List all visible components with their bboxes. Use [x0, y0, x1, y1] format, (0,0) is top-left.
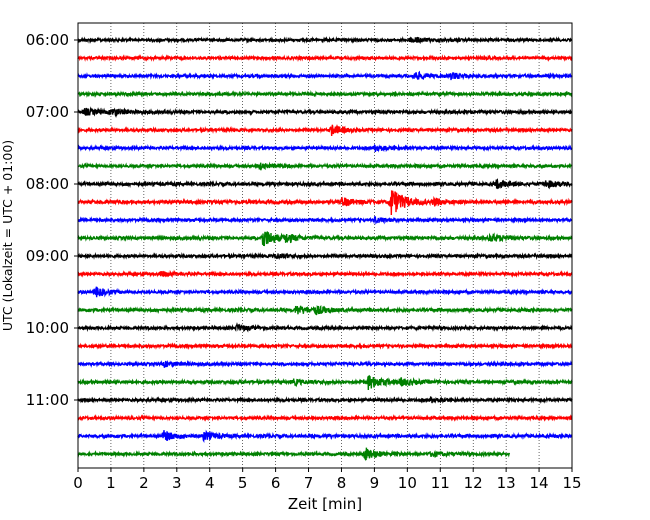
trace-0815	[77, 190, 573, 215]
x-tick-label: 7	[304, 474, 314, 492]
trace-0600	[77, 36, 573, 45]
x-tick-label: 2	[139, 474, 149, 492]
y-tick-label: 08:00	[26, 175, 69, 193]
trace-1015	[77, 342, 573, 351]
trace-1030	[77, 359, 573, 369]
x-tick-label: 8	[337, 474, 347, 492]
x-tick-label: 10	[398, 474, 417, 492]
trace-1145	[77, 447, 511, 462]
trace-0845	[77, 231, 573, 247]
x-tick-label: 3	[172, 474, 182, 492]
trace-0730	[77, 143, 573, 153]
trace-0915	[77, 269, 573, 279]
trace-0630	[77, 70, 573, 81]
trace-0800	[77, 178, 573, 190]
trace-0945	[77, 304, 573, 316]
trace-1000	[77, 322, 573, 333]
y-tick-label: 09:00	[26, 247, 69, 265]
trace-0715	[77, 124, 573, 136]
x-tick-label: 13	[497, 474, 516, 492]
vertical-gridlines	[110, 23, 540, 468]
y-tick-label: 07:00	[26, 103, 69, 121]
trace-0830	[77, 215, 573, 225]
x-axis-label: Zeit [min]	[288, 495, 362, 513]
trace-0615	[77, 54, 573, 63]
x-tick-label: 14	[530, 474, 549, 492]
trace-0930	[77, 286, 573, 298]
trace-1100	[77, 395, 573, 404]
plot-frame	[77, 22, 573, 469]
trace-0745	[77, 161, 573, 171]
x-tick-label: 12	[464, 474, 483, 492]
x-tick-label: 0	[73, 474, 83, 492]
x-tick-label: 6	[271, 474, 281, 492]
trace-0645	[77, 90, 573, 98]
trace-1045	[77, 374, 573, 391]
y-axis-ticks: 06:00 07:00 08:00 09:00 10:00 11:00	[26, 31, 78, 409]
x-tick-label: 1	[106, 474, 116, 492]
y-tick-label: 06:00	[26, 31, 69, 49]
x-tick-label: 9	[370, 474, 380, 492]
trace-1130	[77, 429, 573, 444]
y-tick-label: 10:00	[26, 319, 69, 337]
x-tick-label: 5	[238, 474, 248, 492]
x-tick-label: 15	[562, 474, 581, 492]
y-axis-label: UTC (Lokalzeit = UTC + 01:00)	[0, 140, 15, 331]
trace-0900	[77, 251, 573, 261]
trace-0700	[77, 106, 573, 119]
x-tick-label: 4	[205, 474, 215, 492]
y-tick-label: 11:00	[26, 391, 69, 409]
x-tick-label: 11	[431, 474, 450, 492]
x-axis-ticks: 0 1 2 3 4 5 6 7 8 9 10 11 12 13 14 15	[73, 468, 582, 492]
trace-series-group	[77, 36, 573, 462]
trace-1115	[77, 414, 573, 422]
